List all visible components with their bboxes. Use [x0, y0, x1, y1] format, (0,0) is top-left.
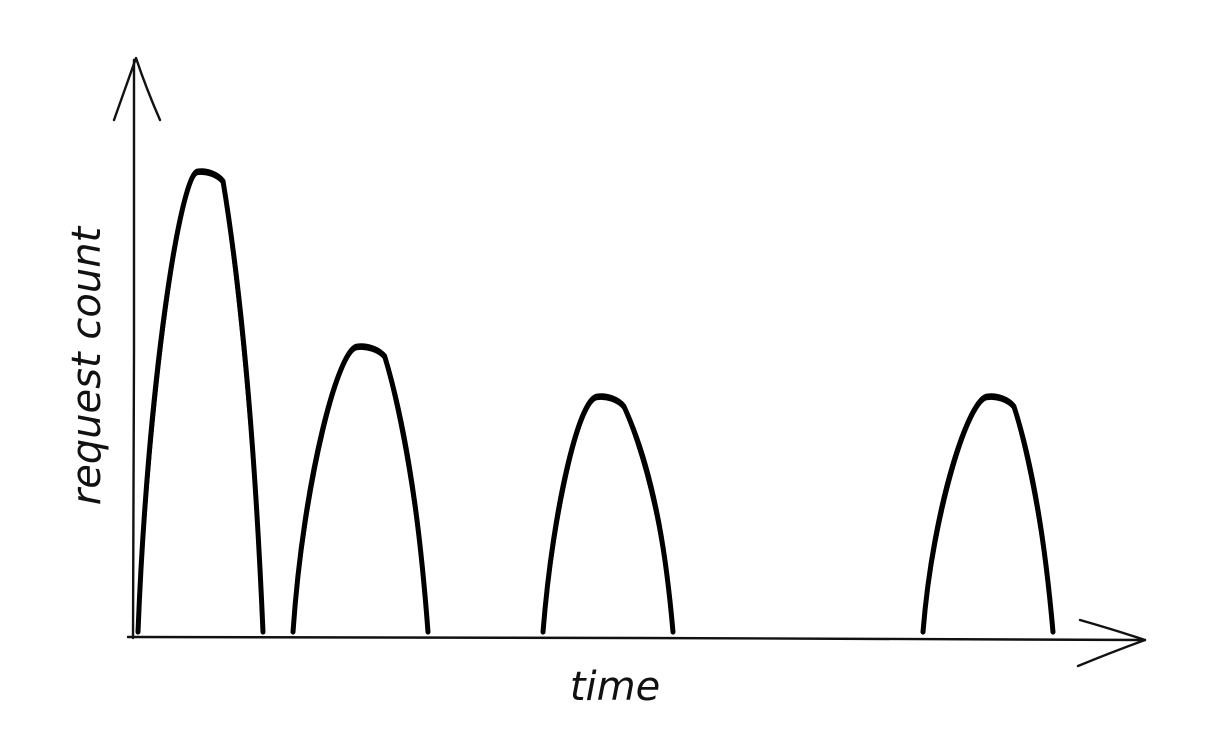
x-axis-line — [126, 635, 1147, 642]
burst-2 — [290, 343, 431, 635]
x-axis-arrowhead — [1076, 618, 1147, 668]
y-axis-label: request count — [64, 225, 110, 505]
burst-curve — [135, 168, 266, 635]
burst-curve-sketch — [136, 172, 265, 635]
burst-4 — [920, 393, 1056, 635]
burst-curve — [540, 393, 676, 635]
y-axis-arrowhead — [112, 56, 162, 122]
burst-curve — [920, 393, 1056, 635]
burst-curve-sketch — [541, 397, 675, 635]
x-axis-label: time — [570, 664, 660, 710]
bursts — [135, 168, 1056, 635]
burst-1 — [135, 168, 266, 635]
y-axis-line — [131, 58, 136, 640]
axes — [112, 56, 1147, 668]
burst-curve — [290, 343, 431, 635]
burst-curve-sketch — [291, 347, 430, 635]
burst-curve-sketch — [921, 397, 1055, 635]
burst-3 — [540, 393, 676, 635]
